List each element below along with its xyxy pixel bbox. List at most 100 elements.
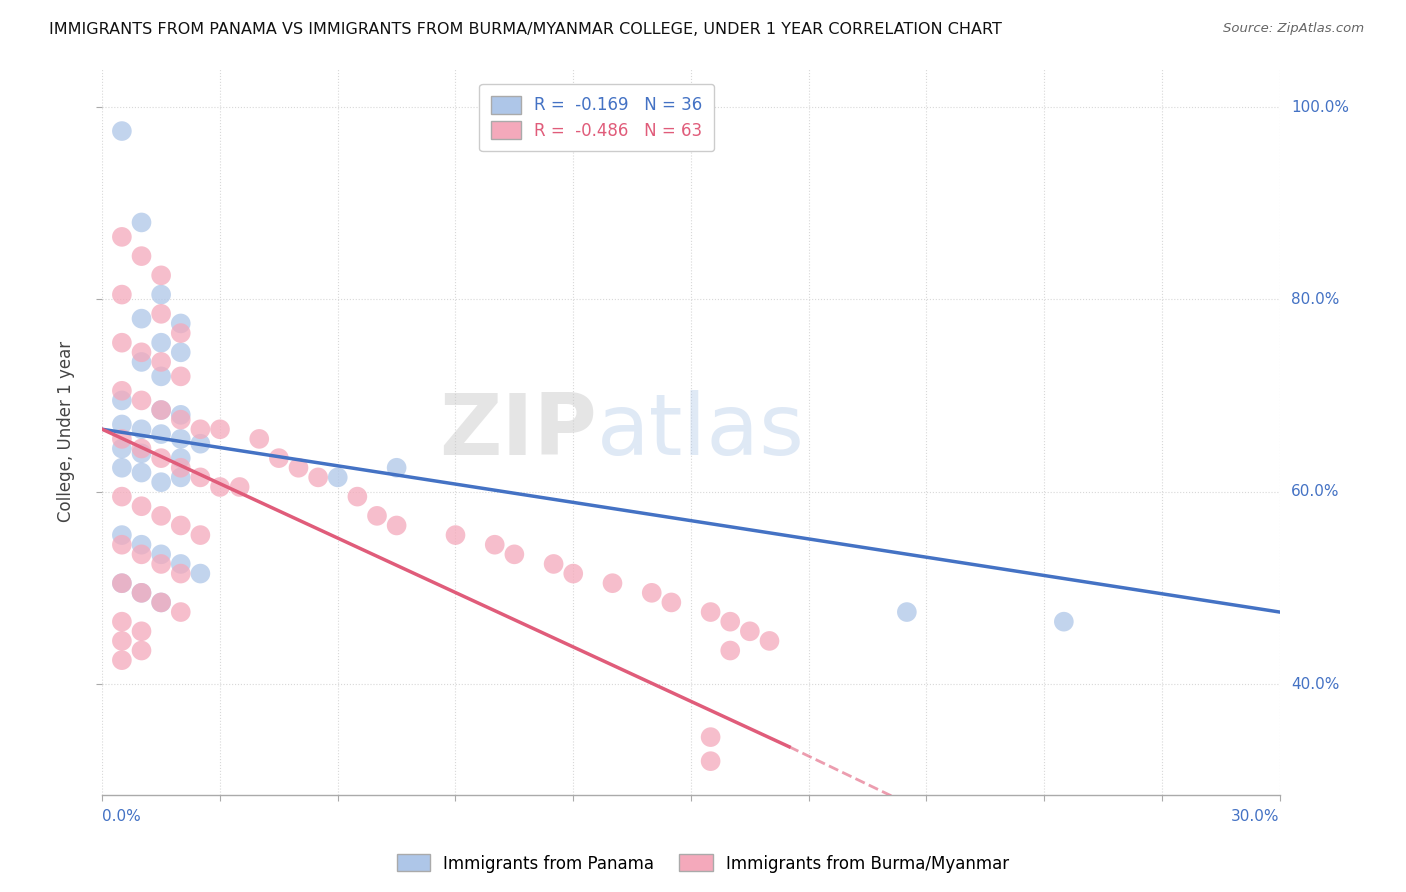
- Point: [699, 730, 721, 744]
- Point: [111, 442, 134, 456]
- Point: [131, 446, 153, 460]
- Point: [111, 124, 134, 138]
- Point: [307, 470, 329, 484]
- Y-axis label: College, Under 1 year: College, Under 1 year: [58, 341, 75, 522]
- Point: [111, 460, 134, 475]
- Point: [641, 586, 664, 600]
- Point: [190, 436, 212, 450]
- Point: [385, 460, 408, 475]
- Point: [170, 557, 193, 571]
- Point: [150, 547, 173, 561]
- Text: ZIP: ZIP: [439, 390, 596, 473]
- Point: [111, 490, 134, 504]
- Point: [111, 384, 134, 398]
- Point: [150, 335, 173, 350]
- Point: [718, 615, 741, 629]
- Point: [366, 508, 388, 523]
- Point: [150, 355, 173, 369]
- Point: [150, 369, 173, 384]
- Point: [170, 317, 193, 331]
- Point: [208, 480, 231, 494]
- Text: 40.0%: 40.0%: [1291, 677, 1339, 691]
- Point: [896, 605, 918, 619]
- Point: [111, 615, 134, 629]
- Point: [150, 451, 173, 466]
- Text: 60.0%: 60.0%: [1291, 484, 1340, 500]
- Point: [170, 408, 193, 422]
- Point: [131, 547, 153, 561]
- Point: [190, 566, 212, 581]
- Point: [150, 268, 173, 283]
- Point: [699, 605, 721, 619]
- Point: [150, 307, 173, 321]
- Point: [111, 634, 134, 648]
- Point: [758, 634, 780, 648]
- Point: [131, 500, 153, 514]
- Point: [131, 624, 153, 639]
- Point: [562, 566, 585, 581]
- Point: [131, 422, 153, 436]
- Point: [131, 215, 153, 229]
- Point: [131, 538, 153, 552]
- Point: [131, 311, 153, 326]
- Point: [111, 230, 134, 244]
- Point: [170, 345, 193, 359]
- Point: [150, 287, 173, 301]
- Point: [170, 451, 193, 466]
- Point: [111, 287, 134, 301]
- Point: [131, 442, 153, 456]
- Point: [170, 412, 193, 426]
- Point: [170, 566, 193, 581]
- Point: [111, 417, 134, 432]
- Point: [718, 643, 741, 657]
- Point: [170, 605, 193, 619]
- Point: [385, 518, 408, 533]
- Point: [228, 480, 250, 494]
- Text: atlas: atlas: [596, 390, 804, 473]
- Point: [111, 432, 134, 446]
- Point: [131, 355, 153, 369]
- Point: [444, 528, 467, 542]
- Point: [111, 528, 134, 542]
- Point: [267, 451, 290, 466]
- Point: [190, 470, 212, 484]
- Point: [699, 754, 721, 768]
- Point: [131, 466, 153, 480]
- Point: [150, 508, 173, 523]
- Point: [150, 403, 173, 417]
- Point: [484, 538, 506, 552]
- Point: [208, 422, 231, 436]
- Point: [111, 538, 134, 552]
- Point: [738, 624, 761, 639]
- Point: [131, 345, 153, 359]
- Point: [150, 595, 173, 609]
- Point: [111, 576, 134, 591]
- Point: [1053, 615, 1076, 629]
- Point: [287, 460, 309, 475]
- Point: [150, 595, 173, 609]
- Text: Source: ZipAtlas.com: Source: ZipAtlas.com: [1223, 22, 1364, 36]
- Point: [150, 427, 173, 442]
- Point: [170, 518, 193, 533]
- Legend: Immigrants from Panama, Immigrants from Burma/Myanmar: Immigrants from Panama, Immigrants from …: [389, 847, 1017, 880]
- Point: [131, 249, 153, 263]
- Point: [131, 393, 153, 408]
- Text: 30.0%: 30.0%: [1232, 809, 1279, 824]
- Point: [170, 369, 193, 384]
- Point: [170, 432, 193, 446]
- Point: [602, 576, 624, 591]
- Point: [190, 422, 212, 436]
- Point: [543, 557, 565, 571]
- Point: [190, 528, 212, 542]
- Point: [111, 576, 134, 591]
- Text: 80.0%: 80.0%: [1291, 292, 1339, 307]
- Point: [247, 432, 270, 446]
- Point: [111, 653, 134, 667]
- Text: 0.0%: 0.0%: [103, 809, 141, 824]
- Text: IMMIGRANTS FROM PANAMA VS IMMIGRANTS FROM BURMA/MYANMAR COLLEGE, UNDER 1 YEAR CO: IMMIGRANTS FROM PANAMA VS IMMIGRANTS FRO…: [49, 22, 1002, 37]
- Point: [659, 595, 682, 609]
- Point: [326, 470, 349, 484]
- Point: [170, 460, 193, 475]
- Point: [503, 547, 526, 561]
- Legend: R =  -0.169   N = 36, R =  -0.486   N = 63: R = -0.169 N = 36, R = -0.486 N = 63: [479, 84, 714, 152]
